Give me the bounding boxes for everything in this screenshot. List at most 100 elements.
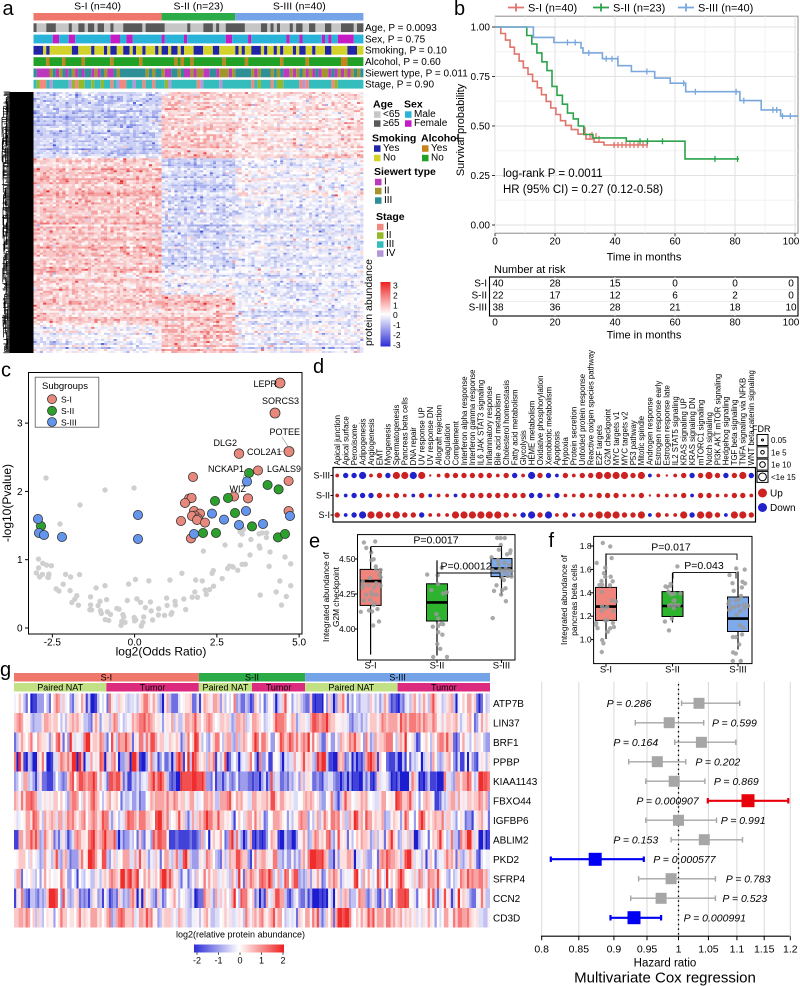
svg-text:-2: -2 <box>393 330 401 340</box>
svg-text:Age: Age <box>373 99 393 111</box>
svg-text:S-III: S-III <box>729 665 746 676</box>
svg-text:5.0: 5.0 <box>292 638 306 649</box>
svg-text:E2F targets: E2F targets <box>595 425 604 465</box>
svg-text:III: III <box>384 195 392 206</box>
svg-text:PKD2: PKD2 <box>493 855 520 866</box>
svg-text:Tumor: Tumor <box>266 683 292 693</box>
svg-text:P = 0.286: P = 0.286 <box>607 698 652 710</box>
svg-text:1: 1 <box>259 956 264 966</box>
svg-text:Coagulation: Coagulation <box>443 424 452 466</box>
svg-text:EMT: EMT <box>375 449 384 466</box>
svg-text:P = 0.164: P = 0.164 <box>613 737 658 749</box>
svg-text:Pancreas beta cells: Pancreas beta cells <box>401 397 410 465</box>
svg-text:UV response UP: UV response UP <box>418 407 427 465</box>
svg-text:38: 38 <box>492 303 504 314</box>
svg-text:S-II: S-II <box>245 673 259 683</box>
svg-text:4.25: 4.25 <box>339 589 356 599</box>
svg-text:LGALS9: LGALS9 <box>267 464 301 474</box>
svg-text:2: 2 <box>17 487 23 498</box>
svg-text:Age, P = 0.0093: Age, P = 0.0093 <box>365 23 437 34</box>
svg-text:2.5: 2.5 <box>210 638 224 649</box>
svg-text:60: 60 <box>669 237 681 248</box>
svg-text:S-II (n=23): S-II (n=23) <box>173 1 223 13</box>
svg-text:ABLIM2: ABLIM2 <box>493 835 529 846</box>
svg-text:-3: -3 <box>393 340 401 350</box>
svg-text:1.2: 1.2 <box>783 944 798 956</box>
svg-text:P = 0.869: P = 0.869 <box>714 776 759 788</box>
svg-text:LIN37: LIN37 <box>493 718 520 729</box>
svg-text:S-III: S-III <box>313 471 330 481</box>
svg-text:ATP7B: ATP7B <box>493 699 524 710</box>
svg-text:a: a <box>3 0 15 20</box>
svg-text:Glycolysis: Glycolysis <box>519 430 528 465</box>
svg-text:log2(Odds Ratio): log2(Odds Ratio) <box>116 645 207 659</box>
svg-text:S-I: S-I <box>600 665 612 676</box>
svg-text:IV: IV <box>386 248 396 259</box>
svg-text:Smoking, P = 0.10: Smoking, P = 0.10 <box>365 46 447 57</box>
svg-text:HEME metabolism: HEME metabolism <box>527 401 536 466</box>
svg-text:I: I <box>384 177 387 188</box>
svg-text:Androgen response: Androgen response <box>646 397 655 465</box>
svg-text:IL6 JAK STAT3 signaling: IL6 JAK STAT3 signaling <box>477 380 486 466</box>
svg-text:2: 2 <box>732 291 738 302</box>
svg-text:Unfolded protein response: Unfolded protein response <box>578 374 587 465</box>
svg-text:Integrated abundance of: Integrated abundance of <box>321 551 331 642</box>
svg-text:0.00: 0.00 <box>471 221 491 232</box>
svg-text:S-I: S-I <box>474 279 487 290</box>
svg-text:0.50: 0.50 <box>471 122 491 133</box>
svg-text:20: 20 <box>549 237 561 248</box>
svg-text:0: 0 <box>788 279 794 290</box>
svg-text:1: 1 <box>17 555 23 566</box>
svg-text:TNFA signaling via NFKB: TNFA signaling via NFKB <box>739 378 748 466</box>
svg-text:4.00: 4.00 <box>339 624 356 634</box>
svg-text:Smoking: Smoking <box>372 133 416 145</box>
svg-text:1e 5: 1e 5 <box>771 448 787 457</box>
svg-text:LEPR: LEPR <box>253 379 277 389</box>
svg-text:SORCS3: SORCS3 <box>262 396 299 406</box>
svg-text:0.8: 0.8 <box>534 944 549 956</box>
svg-text:Inflammatory response: Inflammatory response <box>485 386 494 465</box>
svg-text:21: 21 <box>669 303 681 314</box>
svg-text:PI3K AKT mTOR signaling: PI3K AKT mTOR signaling <box>713 374 722 466</box>
svg-text:log-rank P = 0.0011: log-rank P = 0.0011 <box>503 168 603 180</box>
svg-text:17: 17 <box>549 291 561 302</box>
svg-text:40: 40 <box>609 237 621 248</box>
svg-text:Alcohol: Alcohol <box>421 133 460 145</box>
svg-text:II: II <box>386 230 392 241</box>
svg-text:HR (95% CI) = 0.27 (0.12-0.58): HR (95% CI) = 0.27 (0.12-0.58) <box>503 184 663 196</box>
svg-text:Multivariate Cox regression: Multivariate Cox regression <box>574 970 756 986</box>
svg-text:Protein secretion: Protein secretion <box>570 407 579 466</box>
svg-text:18: 18 <box>729 303 741 314</box>
svg-text:DLG2: DLG2 <box>213 438 237 448</box>
svg-text:15: 15 <box>609 279 621 290</box>
svg-text:20: 20 <box>549 318 561 329</box>
svg-text:WIZ: WIZ <box>230 484 247 494</box>
svg-text:Peroxisome: Peroxisome <box>350 424 359 465</box>
svg-text:mTORC1 signaling: mTORC1 signaling <box>696 400 705 466</box>
svg-text:IL2 STAT5 signaling: IL2 STAT5 signaling <box>671 396 680 465</box>
svg-text:Myogenesis: Myogenesis <box>384 424 393 466</box>
svg-text:Hazard ratio: Hazard ratio <box>634 958 697 970</box>
svg-text:b: b <box>454 0 465 20</box>
svg-text:II: II <box>384 186 390 197</box>
svg-text:1: 1 <box>393 300 398 310</box>
svg-text:P = 0.000991: P = 0.000991 <box>684 912 746 924</box>
svg-text:28: 28 <box>549 279 561 290</box>
svg-text:12: 12 <box>609 291 621 302</box>
svg-text:0: 0 <box>492 318 498 329</box>
svg-text:Tumor: Tumor <box>431 683 457 693</box>
svg-text:SFRP4: SFRP4 <box>493 874 526 885</box>
svg-text:36: 36 <box>549 303 561 314</box>
svg-text:22: 22 <box>492 291 504 302</box>
svg-text:Hedgehog signaling: Hedgehog signaling <box>722 396 731 465</box>
svg-text:Tumor: Tumor <box>140 683 166 693</box>
svg-text:Stage: Stage <box>376 211 405 223</box>
svg-text:Oxidative phosphorylation: Oxidative phosphorylation <box>536 376 545 466</box>
svg-text:0.25: 0.25 <box>471 171 491 182</box>
svg-text:No: No <box>383 153 396 164</box>
svg-text:e: e <box>309 531 320 553</box>
svg-text:Siewert type, P = 0.011: Siewert type, P = 0.011 <box>365 68 468 79</box>
svg-text:Adipogenesis: Adipogenesis <box>358 418 367 465</box>
svg-text:S-III: S-III <box>61 417 77 427</box>
svg-text:1.0: 1.0 <box>580 635 592 645</box>
